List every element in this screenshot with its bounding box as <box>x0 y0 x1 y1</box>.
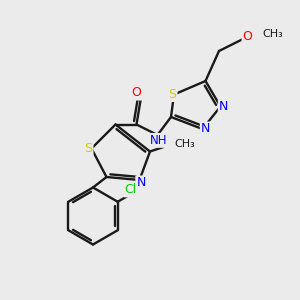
Text: S: S <box>169 88 176 101</box>
Text: S: S <box>85 142 92 155</box>
Text: Cl: Cl <box>124 183 136 196</box>
Text: NH: NH <box>150 134 168 147</box>
Text: CH₃: CH₃ <box>262 29 283 39</box>
Text: N: N <box>201 122 210 136</box>
Text: CH₃: CH₃ <box>174 139 195 149</box>
Text: O: O <box>132 86 141 100</box>
Text: N: N <box>219 100 228 113</box>
Text: O: O <box>243 29 252 43</box>
Text: N: N <box>136 176 146 190</box>
